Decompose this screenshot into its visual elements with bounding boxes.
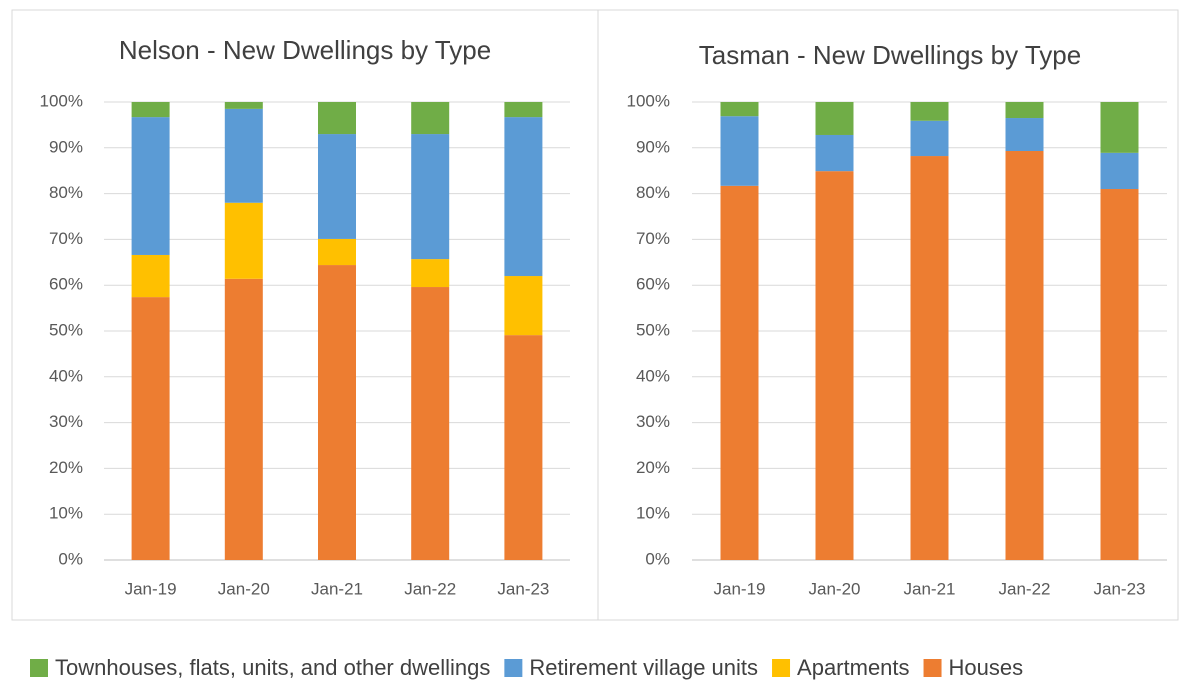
bar-segment: Houses xyxy=(815,171,854,560)
y-tick-label: 0% xyxy=(645,549,670,568)
bar-segment: Retirement village units xyxy=(910,120,949,157)
y-tick-label: 30% xyxy=(49,412,83,431)
legend-swatch xyxy=(30,659,48,677)
legend-swatch xyxy=(504,659,523,677)
legend-swatch xyxy=(772,659,791,677)
bar-segment xyxy=(504,335,543,560)
bar-segment xyxy=(318,238,356,266)
legend-label: Houses xyxy=(949,655,1024,680)
y-tick-label: 40% xyxy=(49,366,83,385)
bar-segment xyxy=(318,134,356,239)
y-tick-label: 30% xyxy=(636,412,670,431)
bar-segment xyxy=(411,287,450,560)
bar-segment xyxy=(504,117,543,277)
bar-segment xyxy=(131,254,170,298)
bar-segment: Houses xyxy=(1005,151,1044,561)
y-tick-label: 40% xyxy=(636,366,670,385)
x-tick-label: Jan-21 xyxy=(311,579,363,598)
bar-segment: Townhouses, flats, units, and other dwel… xyxy=(815,102,854,135)
bar-segment xyxy=(131,102,170,118)
panel-left xyxy=(11,9,599,621)
legend-swatch xyxy=(923,659,942,677)
chart-title: Tasman - New Dwellings by Type xyxy=(699,40,1081,70)
panel-right xyxy=(597,9,1179,621)
y-tick-label: 50% xyxy=(49,320,83,339)
chart-title: Nelson - New Dwellings by Type xyxy=(119,35,491,65)
y-tick-label: 100% xyxy=(40,91,83,110)
bar-segment: Townhouses, flats, units, and other dwel… xyxy=(1005,102,1044,119)
bar-segment: Townhouses, flats, units, and other dwel… xyxy=(910,102,949,121)
y-tick-label: 100% xyxy=(627,91,670,110)
y-tick-label: 80% xyxy=(49,183,83,202)
y-tick-label: 10% xyxy=(49,504,83,523)
y-tick-label: 0% xyxy=(58,549,83,568)
y-tick-label: 90% xyxy=(636,137,670,156)
y-tick-label: 70% xyxy=(636,229,670,248)
bar-segment: Houses xyxy=(1100,189,1139,560)
y-tick-label: 20% xyxy=(49,458,83,477)
bar-segment xyxy=(411,134,450,260)
bar-segment xyxy=(224,278,263,560)
y-tick-label: 60% xyxy=(49,275,83,294)
bar-segment xyxy=(318,102,356,135)
bar-segment: Retirement village units xyxy=(720,116,759,186)
y-tick-label: 60% xyxy=(636,275,670,294)
bar-segment: Townhouses, flats, units, and other dwel… xyxy=(720,102,759,117)
x-tick-label: Jan-21 xyxy=(904,579,956,598)
bar-segment: Houses xyxy=(720,185,759,560)
bar-segment: Retirement village units xyxy=(1100,152,1139,190)
x-tick-label: Jan-23 xyxy=(1094,579,1146,598)
y-tick-label: 50% xyxy=(636,320,670,339)
y-tick-label: 10% xyxy=(636,504,670,523)
bar-segment xyxy=(318,265,356,560)
legend-label: Retirement village units xyxy=(529,655,758,680)
legend-label: Apartments xyxy=(797,655,910,680)
y-tick-label: 20% xyxy=(636,458,670,477)
bar-segment xyxy=(411,259,450,288)
bar-segment xyxy=(411,102,450,135)
bar-segment xyxy=(131,297,170,560)
x-tick-label: Jan-20 xyxy=(809,579,861,598)
x-tick-label: Jan-23 xyxy=(497,579,549,598)
x-tick-label: Jan-19 xyxy=(714,579,766,598)
bar-segment xyxy=(504,276,543,336)
x-tick-label: Jan-20 xyxy=(218,579,270,598)
y-tick-label: 90% xyxy=(49,137,83,156)
bar-segment: Houses xyxy=(910,156,949,560)
bar-segment xyxy=(224,108,263,203)
bar-segment xyxy=(131,117,170,255)
x-tick-label: Jan-22 xyxy=(404,579,456,598)
y-tick-label: 80% xyxy=(636,183,670,202)
x-tick-label: Jan-22 xyxy=(999,579,1051,598)
bar-segment xyxy=(224,102,263,109)
bar-segment xyxy=(224,202,263,279)
legend-label: Townhouses, flats, units, and other dwel… xyxy=(55,655,490,680)
bar-segment xyxy=(504,102,543,118)
y-tick-label: 70% xyxy=(49,229,83,248)
bar-segment: Retirement village units xyxy=(1005,118,1044,152)
bar-segment: Townhouses, flats, units, and other dwel… xyxy=(1100,102,1139,153)
bar-segment: Retirement village units xyxy=(815,134,854,172)
x-tick-label: Jan-19 xyxy=(125,579,177,598)
